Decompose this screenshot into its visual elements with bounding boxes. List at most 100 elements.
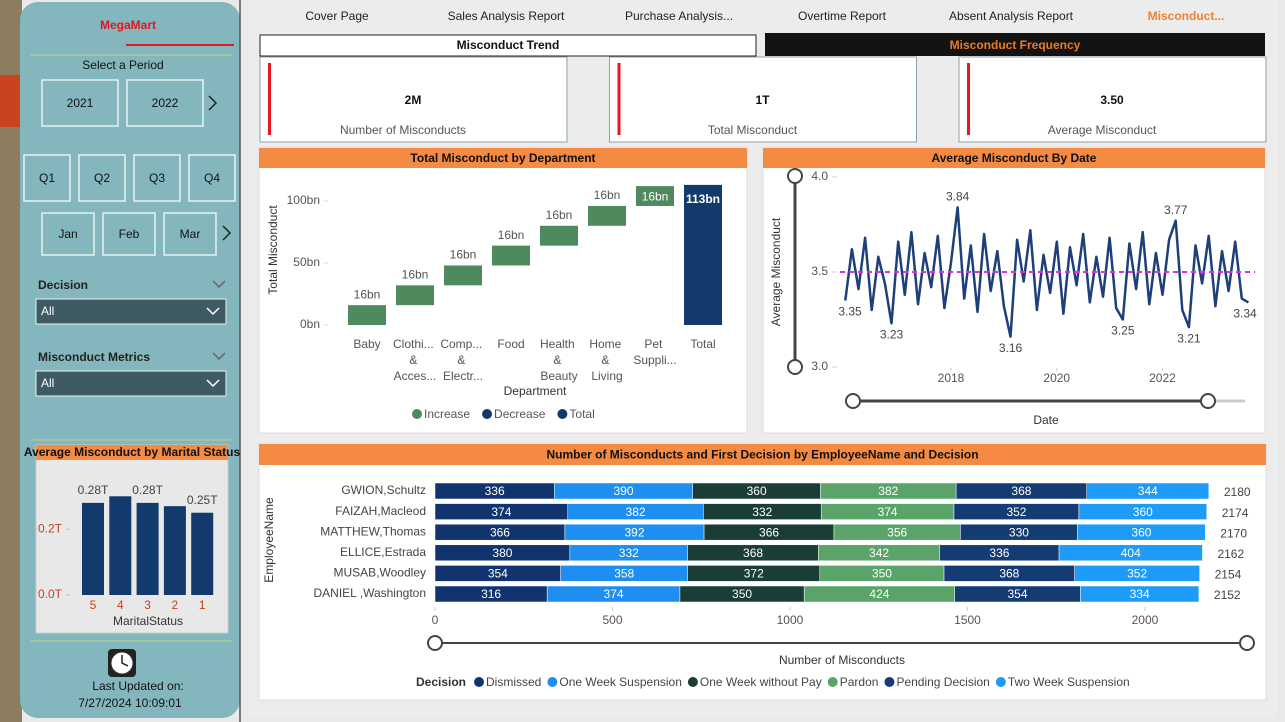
x-tick-label: 2020: [1043, 371, 1070, 385]
y-tick-label: 50bn: [293, 255, 320, 269]
y-tick-label: 0.0T: [38, 587, 63, 601]
quarter-button-box[interactable]: [23, 154, 71, 202]
quarter-button-box[interactable]: [133, 154, 181, 202]
data-label: 16bn: [402, 267, 429, 281]
total-label: 2180: [1224, 485, 1251, 499]
x-tick-label: 2022: [1149, 371, 1176, 385]
nav-tab[interactable]: Overtime Report: [798, 9, 887, 23]
filter-value[interactable]: All: [41, 376, 54, 390]
x-tick-label: 500: [602, 613, 622, 627]
frequency-button-label[interactable]: Misconduct Frequency: [950, 38, 1081, 52]
x-tick-label: Baby: [353, 337, 380, 351]
data-label: 350: [872, 567, 892, 581]
kpi-value: 3.50: [1100, 93, 1124, 107]
slider-handle[interactable]: [1239, 635, 1255, 651]
y-tick-label: 3.5: [811, 264, 828, 278]
data-label: 368: [1011, 484, 1031, 498]
dropdown-arrow[interactable]: [206, 379, 220, 388]
slider-handle[interactable]: [427, 635, 443, 651]
nav-tab[interactable]: Absent Analysis Report: [949, 9, 1074, 23]
data-label: 332: [619, 546, 639, 560]
month-button-box[interactable]: [102, 212, 156, 256]
x-tick-label: Pet Suppli...: [633, 337, 676, 367]
trend-button[interactable]: [259, 34, 757, 57]
quarter-button[interactable]: Q4: [204, 171, 220, 185]
kpi-label: Total Misconduct: [708, 123, 798, 137]
y-tick-label: MUSAB,Woodley: [334, 566, 426, 580]
month-button-box[interactable]: [163, 212, 217, 256]
x-tick-label: 4: [117, 598, 124, 612]
legend-marker: [412, 409, 422, 419]
trend-button-label[interactable]: Misconduct Trend: [457, 38, 560, 52]
frequency-button[interactable]: [765, 33, 1265, 56]
x-tick-label: 0: [432, 613, 439, 627]
year-button-box[interactable]: [126, 79, 204, 127]
kpi-card: [609, 56, 917, 143]
y-tick-label: MATTHEW,Thomas: [320, 524, 426, 538]
bar-segment: [1086, 482, 1210, 500]
year-button-box[interactable]: [41, 79, 119, 127]
y-axis-label: Total Misconduct: [266, 205, 280, 295]
data-label: 366: [490, 525, 510, 539]
data-label: 330: [1009, 525, 1029, 539]
slider-handle[interactable]: [787, 168, 803, 184]
filter-dropdown[interactable]: [35, 370, 227, 397]
nav-tab[interactable]: Cover Page: [305, 9, 369, 23]
bar: [136, 502, 159, 595]
month-button[interactable]: Feb: [119, 227, 140, 241]
month-button[interactable]: Jan: [58, 227, 77, 241]
kpi-label: Average Misconduct: [1048, 123, 1157, 137]
slider-handle[interactable]: [1200, 393, 1216, 409]
x-tick-label: Total: [690, 337, 715, 351]
slider-handle[interactable]: [845, 393, 861, 409]
quarter-button[interactable]: Q1: [39, 171, 55, 185]
quarter-button-box[interactable]: [78, 154, 126, 202]
data-label: 360: [747, 484, 767, 498]
quarter-button[interactable]: Q2: [94, 171, 110, 185]
x-tick-label: Home & Living: [589, 337, 624, 383]
data-label: 342: [869, 546, 889, 560]
dropdown-arrow[interactable]: [206, 307, 220, 316]
next-arrow[interactable]: [208, 95, 218, 111]
year-button[interactable]: 2021: [67, 96, 94, 110]
bar-increase: [444, 265, 482, 286]
quarter-button[interactable]: Q3: [149, 171, 165, 185]
legend-marker: [827, 677, 838, 687]
kpi-accent: [617, 63, 621, 135]
nav-tab[interactable]: Misconduct...: [1148, 9, 1225, 23]
quarter-button-box[interactable]: [188, 154, 236, 202]
x-axis-label: Number of Misconducts: [779, 653, 905, 667]
y-tick-label: 4.0: [811, 169, 828, 183]
legend-title: Decision: [416, 675, 466, 689]
legend-label: Total: [569, 407, 594, 421]
dropdown-arrow[interactable]: [212, 352, 226, 361]
filter-dropdown[interactable]: [35, 298, 227, 325]
bar-increase: [492, 245, 530, 266]
slider-handle[interactable]: [787, 359, 803, 375]
data-label: 16bn: [642, 189, 669, 203]
year-button[interactable]: 2022: [152, 96, 179, 110]
nav-tab[interactable]: Sales Analysis Report: [448, 9, 565, 23]
data-label: 374: [878, 505, 898, 519]
next-arrow[interactable]: [222, 225, 232, 241]
kpi-card: [259, 56, 568, 143]
line-series: [844, 206, 1250, 338]
nav-tab[interactable]: Purchase Analysis...: [625, 9, 733, 23]
data-label: 352: [1127, 567, 1147, 581]
month-button[interactable]: Mar: [180, 227, 201, 241]
chart-title: Total Misconduct by Department: [410, 151, 595, 165]
data-label: 350: [732, 587, 752, 601]
bar-segment: [1058, 544, 1203, 562]
filter-value[interactable]: All: [41, 304, 54, 318]
chart-title-bar: [763, 148, 1265, 168]
legend-marker: [884, 677, 895, 687]
dropdown-arrow[interactable]: [212, 280, 226, 289]
data-label: 316: [481, 587, 501, 601]
month-button-box[interactable]: [41, 212, 95, 256]
legend-marker: [995, 677, 1006, 687]
sidebar-accent: [0, 75, 22, 127]
total-label: 2152: [1214, 588, 1241, 602]
data-label: 113bn: [686, 192, 720, 206]
data-label: 356: [887, 525, 907, 539]
